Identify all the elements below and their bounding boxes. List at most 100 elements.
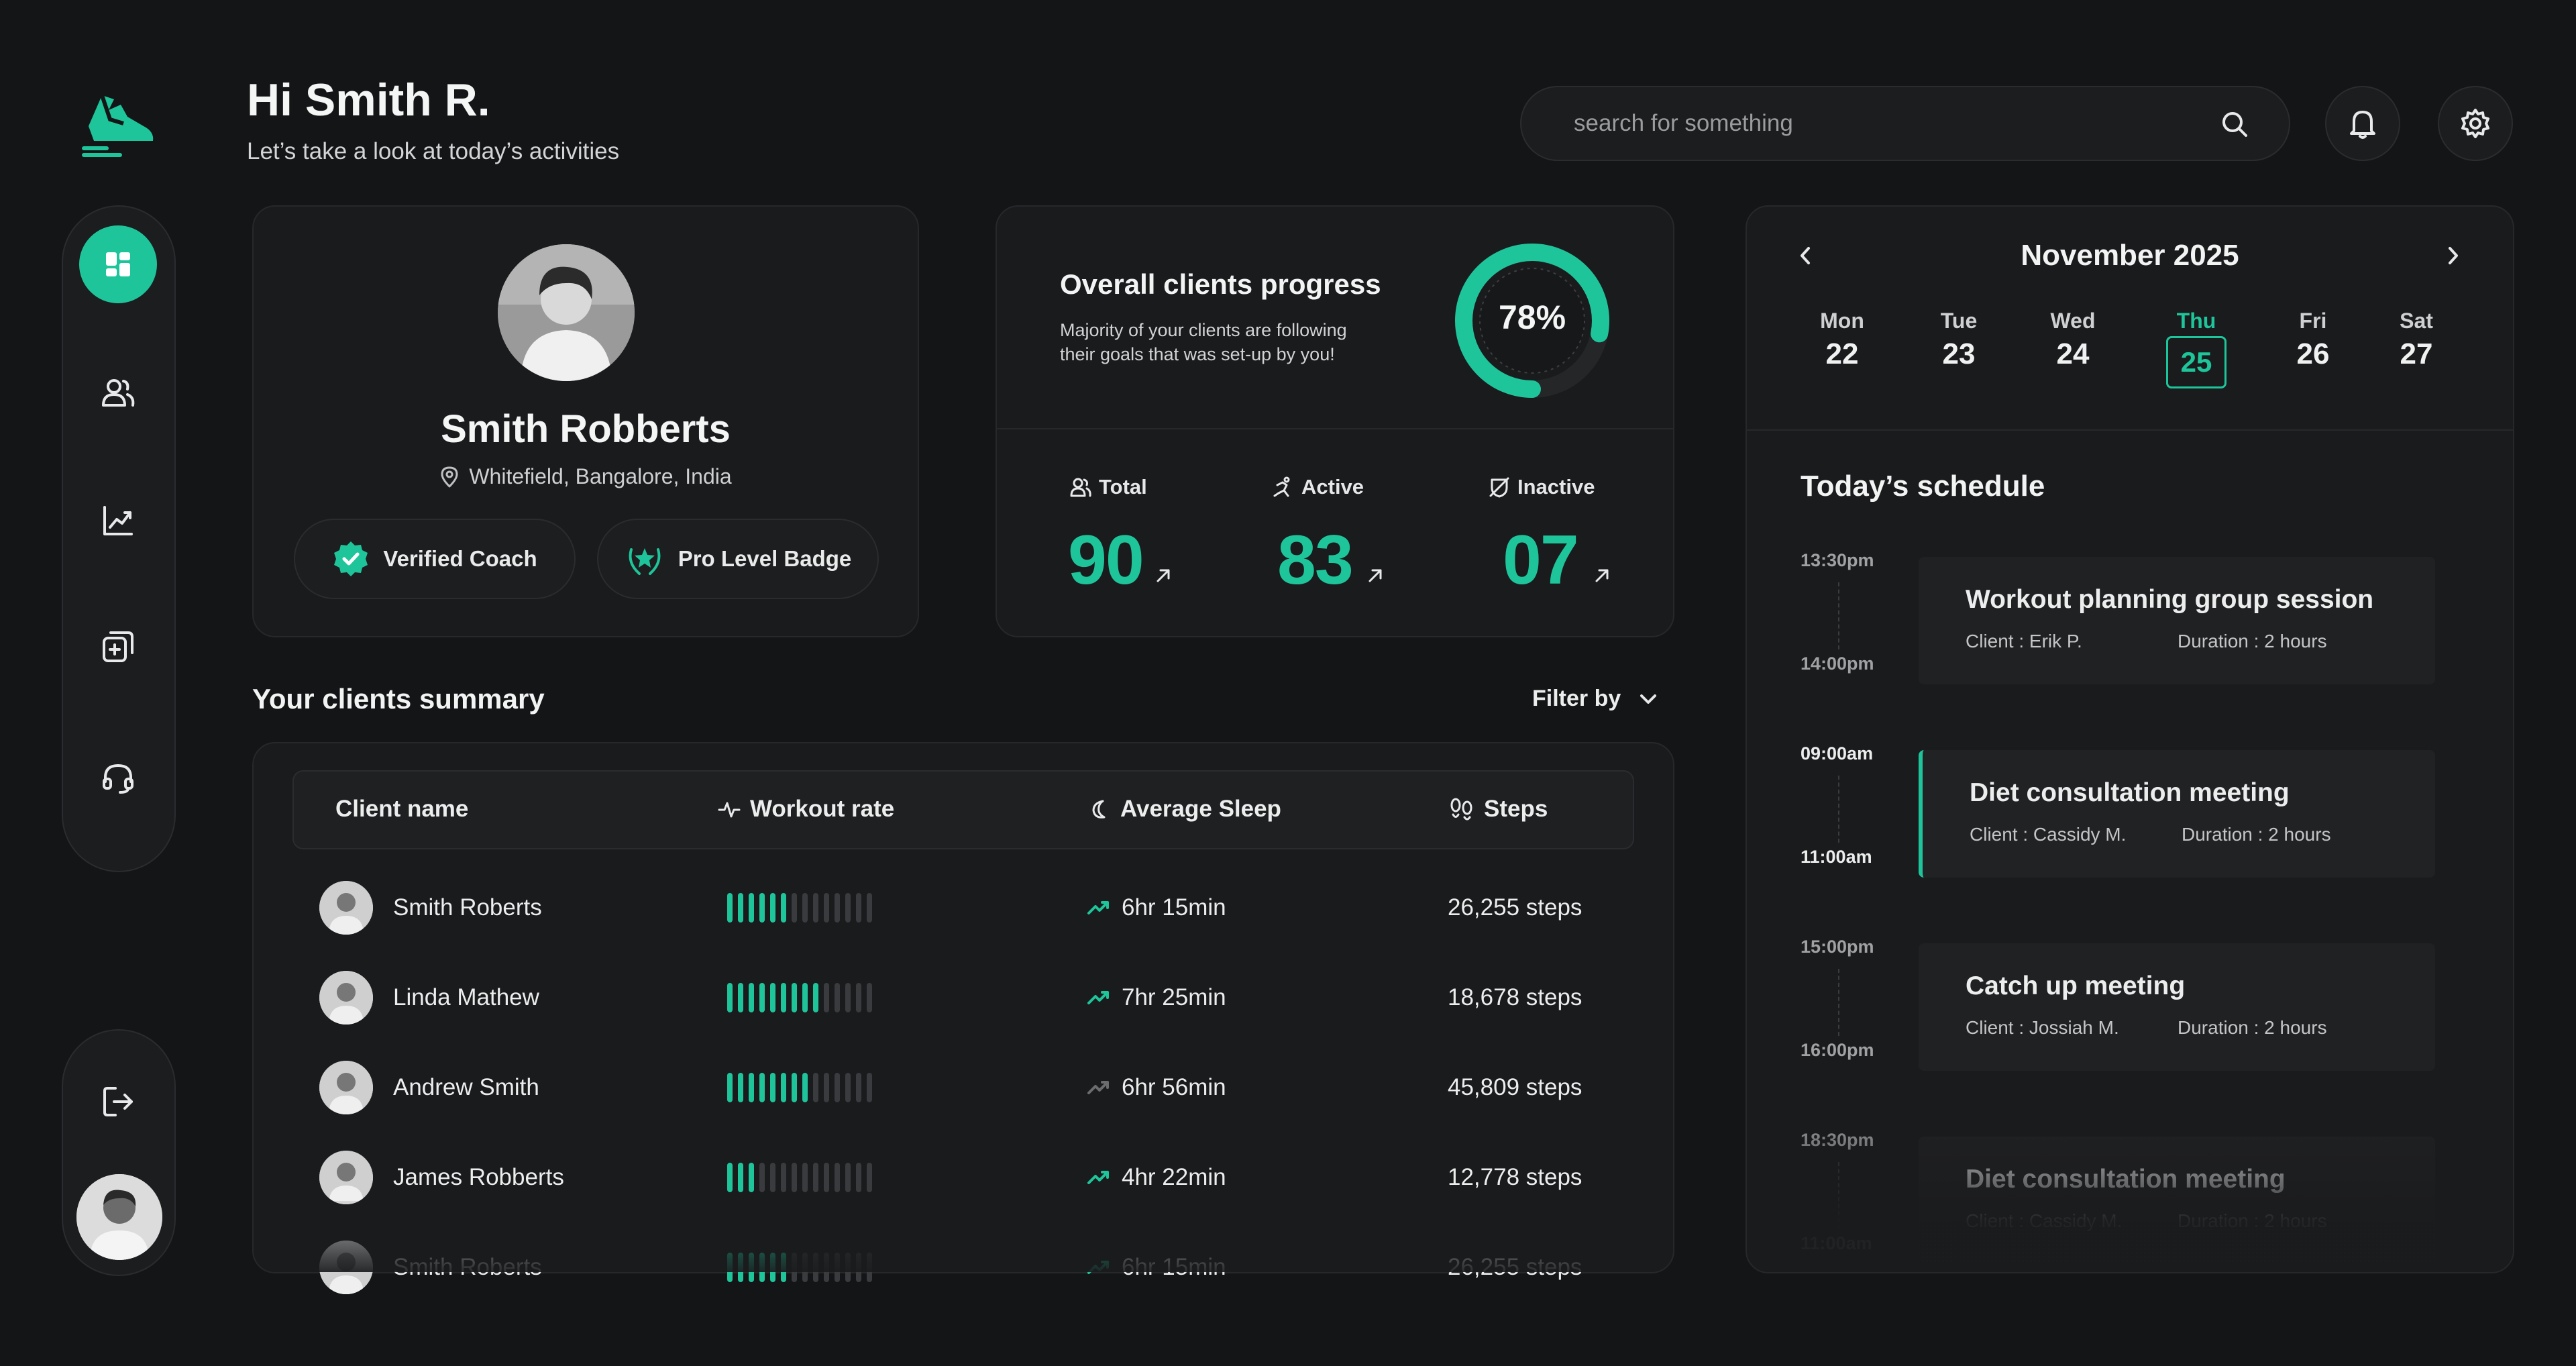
workout-bar [727,983,733,1012]
nav-clients[interactable] [79,354,157,432]
workout-bar [802,1073,808,1102]
workout-bar [759,1163,765,1192]
filter-dropdown[interactable]: Filter by [1532,686,1658,712]
trend-arrow-icon [1594,568,1610,584]
calendar-day-wed[interactable]: Wed 24 [2033,309,2113,371]
workout-bar [738,1073,743,1102]
nav-add[interactable] [79,608,157,686]
workout-bar [802,983,808,1012]
calendar-day-sat[interactable]: Sat 27 [2376,309,2457,371]
workout-bar [835,893,840,923]
calendar-day-fri[interactable]: Fri 26 [2273,309,2353,371]
workout-bar [824,893,829,923]
event-duration: Duration : 2 hours [2178,631,2327,651]
workout-bar [813,1073,818,1102]
client-steps: 18,678 steps [1448,984,1582,1010]
nav-support[interactable] [79,739,157,817]
prev-month-button[interactable] [1795,244,1815,267]
day-name: Mon [1820,309,1864,333]
stat-total-value: 90 [1068,521,1144,599]
day-name: Tue [1940,309,1978,333]
col-workout-rate: Workout rate [718,796,894,823]
progress-description: Majority of your clients are following t… [1060,318,1347,366]
workout-bar [770,1163,775,1192]
workout-bar [727,1163,733,1192]
logout-button[interactable] [79,1063,157,1141]
workout-bar [738,893,743,923]
sneaker-logo-icon [82,95,154,157]
event-client: Client : Jossiah M. [1966,1017,2119,1038]
settings-button[interactable] [2438,86,2513,161]
workout-bar [770,893,775,923]
trend-up-icon [1087,1081,1109,1094]
workout-bar [824,1163,829,1192]
client-avatar [319,881,373,935]
next-month-button[interactable] [2443,244,2463,267]
stat-active-label: Active [1272,475,1364,499]
col-average-sleep: Average Sleep [1088,796,1281,823]
client-steps: 26,255 steps [1448,894,1582,921]
event-title: Workout planning group session [1966,585,2374,614]
day-name: Wed [2050,309,2096,333]
sidebar-nav [62,205,176,872]
workout-bar [867,1163,872,1192]
client-name: James Robberts [393,1164,564,1190]
workout-rate-bars [727,983,872,1012]
client-sleep: 6hr 15min [1087,894,1226,921]
client-steps: 12,778 steps [1448,1164,1582,1190]
workout-bar [759,893,765,923]
workout-bar [781,983,786,1012]
schedule-fade-overlay [1747,1107,2513,1272]
progress-ring: 78% [1450,239,1614,403]
table-row[interactable]: Andrew Smith 6hr 56min 45,809 steps [315,1054,1630,1121]
chevron-right-icon [2449,247,2458,264]
event-time-connector [1838,776,1839,843]
table-row[interactable]: Linda Mathew 7hr 25min 18,678 steps [315,964,1630,1031]
user-avatar[interactable] [76,1174,162,1260]
client-name: Andrew Smith [393,1074,539,1100]
progress-title: Overall clients progress [1060,268,1381,300]
event-time-connector [1838,582,1839,649]
schedule-event[interactable]: Catch up meeting Client : Jossiah M. Durat… [1919,943,2435,1071]
chart-icon [103,506,133,535]
sleep-value: 6hr 15min [1122,894,1226,921]
search-bar[interactable]: search for something [1520,86,2290,161]
workout-bar [727,1073,733,1102]
client-avatar [319,1061,373,1114]
workout-bar [856,983,861,1012]
logout-icon [103,1087,133,1116]
nav-dashboard[interactable] [79,225,157,303]
event-start-time: 09:00am [1801,743,1874,764]
workout-rate-bars [727,1163,872,1192]
workout-bar [738,1163,743,1192]
search-input[interactable]: search for something [1574,110,1793,136]
calendar-day-tue[interactable]: Tue 23 [1919,309,1999,371]
workout-bar [792,1163,797,1192]
table-row[interactable]: James Robberts 4hr 22min 12,778 steps [315,1144,1630,1211]
col-steps: Steps [1449,796,1548,823]
workout-bar [845,1163,851,1192]
workout-bar [781,893,786,923]
search-icon[interactable] [2219,109,2250,140]
workout-bar [792,893,797,923]
event-start-time: 15:00pm [1801,937,1874,957]
workout-bar [867,1073,872,1102]
calendar-day-thu[interactable]: Thu 25 [2156,309,2237,388]
event-end-time: 11:00am [1801,847,1872,867]
client-avatar [319,971,373,1024]
schedule-event[interactable]: Workout planning group session Client : E… [1919,557,2435,684]
client-person-icon [319,971,373,1024]
schedule-card [1746,205,2514,1273]
notifications-button[interactable] [2325,86,2400,161]
nav-analytics[interactable] [79,482,157,560]
trend-arrow-icon [1155,568,1171,584]
event-end-time: 16:00pm [1801,1040,1874,1060]
headset-icon [103,764,133,794]
users-icon [1070,478,1091,497]
schedule-event[interactable]: Diet consultation meeting Client : Cassid… [1919,750,2435,878]
page-title: Hi Smith R. [247,74,490,125]
workout-bar [738,983,743,1012]
event-title: Catch up meeting [1966,971,2186,1000]
calendar-day-mon[interactable]: Mon 22 [1802,309,1882,371]
table-row[interactable]: Smith Roberts 6hr 15min 26,255 steps [315,874,1630,941]
